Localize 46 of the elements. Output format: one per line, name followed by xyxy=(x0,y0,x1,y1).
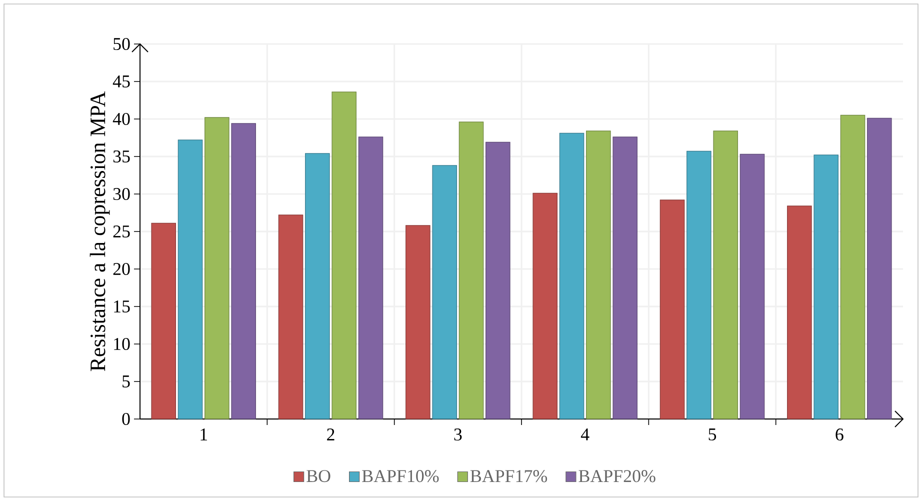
bar xyxy=(278,214,304,420)
y-tick-label: 30 xyxy=(113,188,130,200)
x-tick-label: 1 xyxy=(200,428,207,440)
y-tick-label: 5 xyxy=(122,376,130,388)
bar xyxy=(486,142,510,420)
bar xyxy=(305,153,330,420)
legend-label: BAPF17% xyxy=(470,470,548,482)
bar xyxy=(204,117,230,420)
x-tick-label: 3 xyxy=(454,428,462,441)
bar xyxy=(867,118,892,420)
bar xyxy=(358,136,384,420)
y-tick-label: 40 xyxy=(112,112,130,126)
y-tick-label: 50 xyxy=(114,38,130,50)
y-tick-label: 0 xyxy=(122,412,130,426)
bar xyxy=(178,140,203,420)
y-axis-title: Resistance a la copression MPA xyxy=(90,91,110,372)
bar xyxy=(458,122,484,420)
bar xyxy=(151,222,176,420)
bar xyxy=(660,200,685,420)
x-tick-label: 6 xyxy=(836,428,844,441)
bar xyxy=(406,225,430,420)
y-tick-label: 45 xyxy=(112,75,130,88)
y-tick-label: 15 xyxy=(114,300,130,312)
x-tick-label: 5 xyxy=(708,428,716,440)
bar xyxy=(612,136,638,420)
bar xyxy=(559,132,584,420)
y-tick-label: 25 xyxy=(113,225,130,238)
legend-label: BAPF10% xyxy=(362,470,439,482)
y-tick-label: 20 xyxy=(113,262,130,276)
bar xyxy=(814,154,838,420)
bar xyxy=(532,192,558,420)
x-tick-label: 4 xyxy=(580,428,590,440)
bar xyxy=(332,92,356,420)
bar xyxy=(713,130,738,420)
legend-label: BAPF20% xyxy=(578,470,656,482)
bar xyxy=(787,206,812,420)
x-tick-label: 2 xyxy=(327,428,334,440)
legend-label: BO xyxy=(306,470,330,482)
y-tick-label: 10 xyxy=(114,338,130,350)
bar xyxy=(586,130,611,420)
bar xyxy=(686,150,712,420)
bar xyxy=(432,165,457,420)
bar xyxy=(740,154,765,420)
bar xyxy=(840,114,866,420)
y-tick-label: 35 xyxy=(113,150,130,163)
bar xyxy=(231,123,256,420)
